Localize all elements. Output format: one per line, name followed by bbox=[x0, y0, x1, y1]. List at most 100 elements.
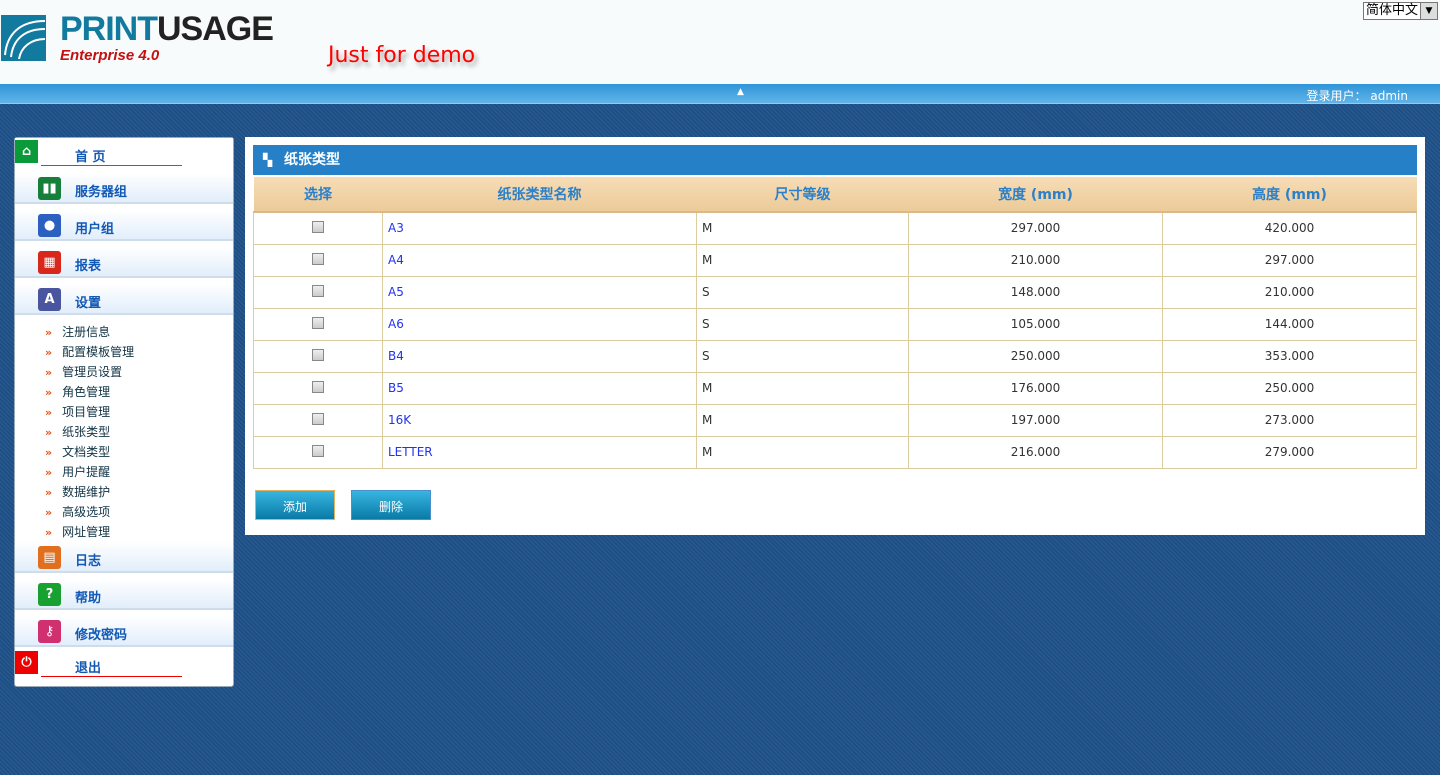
paper-name-link[interactable]: B4 bbox=[388, 349, 404, 363]
height-cell: 273.000 bbox=[1162, 403, 1417, 437]
col-select: 选择 bbox=[253, 177, 383, 213]
row-checkbox[interactable] bbox=[312, 252, 324, 265]
table-row: A5 S 148.000 210.000 bbox=[253, 275, 1417, 309]
row-checkbox[interactable] bbox=[312, 284, 324, 297]
submenu-admin[interactable]: » 管理员设置 bbox=[45, 365, 123, 379]
submenu-advanced[interactable]: » 高级选项 bbox=[45, 505, 111, 519]
row-checkbox[interactable] bbox=[312, 220, 324, 233]
select-cell bbox=[253, 435, 383, 469]
submenu-urls[interactable]: » 网址管理 bbox=[45, 525, 111, 539]
size-class-cell: M bbox=[696, 243, 909, 277]
sidebar-item-server-group[interactable]: ▮▮ 服务器组 bbox=[15, 173, 233, 204]
height-cell: 210.000 bbox=[1162, 275, 1417, 309]
select-cell bbox=[253, 371, 383, 405]
page-title: ▚ 纸张类型 bbox=[253, 145, 1417, 175]
sidebar-item-log[interactable]: ▤ 日志 bbox=[15, 542, 233, 573]
key-icon: ⚷ bbox=[38, 620, 61, 643]
submenu-paper-types[interactable]: » 纸张类型 bbox=[45, 425, 111, 439]
col-width: 宽度 (mm) bbox=[908, 177, 1163, 213]
height-cell: 420.000 bbox=[1162, 211, 1417, 245]
width-cell: 210.000 bbox=[908, 243, 1163, 277]
main-panel: ▚ 纸张类型 选择 纸张类型名称 尺寸等级 宽度 (mm) 高度 (mm) A3 … bbox=[245, 137, 1425, 535]
width-cell: 297.000 bbox=[908, 211, 1163, 245]
language-value: 简体中文 bbox=[1366, 3, 1419, 18]
height-cell: 297.000 bbox=[1162, 243, 1417, 277]
edition: Enterprise 4.0 bbox=[60, 47, 160, 64]
submenu-register[interactable]: » 注册信息 bbox=[45, 325, 111, 339]
select-cell bbox=[253, 307, 383, 341]
logged-in-user: 登录用户： admin bbox=[1306, 89, 1408, 103]
name-cell: 16K bbox=[382, 403, 697, 437]
power-icon: ⏻ bbox=[15, 651, 38, 674]
submenu-data[interactable]: » 数据维护 bbox=[45, 485, 111, 499]
row-checkbox[interactable] bbox=[312, 412, 324, 425]
sidebar-item-help[interactable]: ? 帮助 bbox=[15, 579, 233, 610]
size-class-cell: M bbox=[696, 371, 909, 405]
sidebar-item-home[interactable]: ⌂ 首 页 bbox=[15, 138, 233, 169]
name-cell: A3 bbox=[382, 211, 697, 245]
paper-name-link[interactable]: 16K bbox=[388, 413, 412, 427]
width-cell: 216.000 bbox=[908, 435, 1163, 469]
name-cell: A4 bbox=[382, 243, 697, 277]
submenu-template[interactable]: » 配置模板管理 bbox=[45, 345, 135, 359]
table-row: A4 M 210.000 297.000 bbox=[253, 243, 1417, 277]
paper-name-link[interactable]: A4 bbox=[388, 253, 404, 267]
name-cell: A5 bbox=[382, 275, 697, 309]
width-cell: 148.000 bbox=[908, 275, 1163, 309]
logo-text: PRINTUSAGE bbox=[60, 10, 274, 48]
collapse-icon[interactable]: ▲ bbox=[737, 87, 744, 97]
size-class-cell: S bbox=[696, 275, 909, 309]
paper-name-link[interactable]: A3 bbox=[388, 221, 404, 236]
size-class-cell: M bbox=[696, 403, 909, 437]
add-button[interactable]: 添加 bbox=[255, 490, 335, 520]
height-cell: 144.000 bbox=[1162, 307, 1417, 341]
sidebar-item-logout[interactable]: ⏻ 退出 bbox=[15, 649, 233, 680]
sidebar-item-reports[interactable]: ▦ 报表 bbox=[15, 247, 233, 278]
sidebar-item-settings[interactable]: A 设置 bbox=[15, 284, 233, 315]
log-icon: ▤ bbox=[38, 546, 61, 569]
paper-name-link[interactable]: B5 bbox=[388, 381, 404, 395]
row-checkbox[interactable] bbox=[312, 348, 324, 361]
name-cell: B5 bbox=[382, 371, 697, 405]
size-class-cell: M bbox=[696, 211, 909, 245]
col-name: 纸张类型名称 bbox=[382, 177, 697, 213]
select-cell bbox=[253, 339, 383, 373]
select-cell bbox=[253, 275, 383, 309]
row-checkbox[interactable] bbox=[312, 444, 324, 457]
sidebar-item-user-group[interactable]: ● 用户组 bbox=[15, 210, 233, 241]
language-select[interactable]: 简体中文 ▼ bbox=[1363, 2, 1439, 20]
col-size-class: 尺寸等级 bbox=[696, 177, 909, 213]
table-row: LETTER M 216.000 279.000 bbox=[253, 435, 1417, 469]
submenu-reminders[interactable]: » 用户提醒 bbox=[45, 465, 111, 479]
paper-name-link[interactable]: LETTER bbox=[388, 445, 433, 459]
row-checkbox[interactable] bbox=[312, 380, 324, 393]
header: PRINTUSAGE Enterprise 4.0 Just for demo … bbox=[0, 0, 1440, 84]
paper-name-link[interactable]: A5 bbox=[388, 285, 404, 299]
row-checkbox[interactable] bbox=[312, 316, 324, 329]
name-cell: B4 bbox=[382, 339, 697, 373]
help-icon: ? bbox=[38, 583, 61, 606]
select-cell bbox=[253, 243, 383, 277]
table-row: B4 S 250.000 353.000 bbox=[253, 339, 1417, 373]
size-class-cell: S bbox=[696, 339, 909, 373]
width-cell: 105.000 bbox=[908, 307, 1163, 341]
report-icon: ▦ bbox=[38, 251, 61, 274]
width-cell: 250.000 bbox=[908, 339, 1163, 373]
submenu-projects[interactable]: » 项目管理 bbox=[45, 405, 111, 419]
submenu-doc-types[interactable]: » 文档类型 bbox=[45, 445, 111, 459]
chevron-down-icon: ▼ bbox=[1420, 3, 1438, 19]
users-icon: ● bbox=[38, 214, 61, 237]
name-cell: A6 bbox=[382, 307, 697, 341]
submenu-roles[interactable]: » 角色管理 bbox=[45, 385, 111, 399]
table-row: A3 M 297.000 420.000 bbox=[253, 211, 1417, 245]
col-height: 高度 (mm) bbox=[1162, 177, 1417, 213]
sidebar-item-change-password[interactable]: ⚷ 修改密码 bbox=[15, 616, 233, 647]
demo-note: Just for demo bbox=[328, 43, 476, 68]
select-cell bbox=[253, 211, 383, 245]
paper-name-link[interactable]: A6 bbox=[388, 317, 404, 331]
table-row: B5 M 176.000 250.000 bbox=[253, 371, 1417, 405]
height-cell: 279.000 bbox=[1162, 435, 1417, 469]
delete-button[interactable]: 删除 bbox=[351, 490, 431, 520]
width-cell: 176.000 bbox=[908, 371, 1163, 405]
height-cell: 353.000 bbox=[1162, 339, 1417, 373]
